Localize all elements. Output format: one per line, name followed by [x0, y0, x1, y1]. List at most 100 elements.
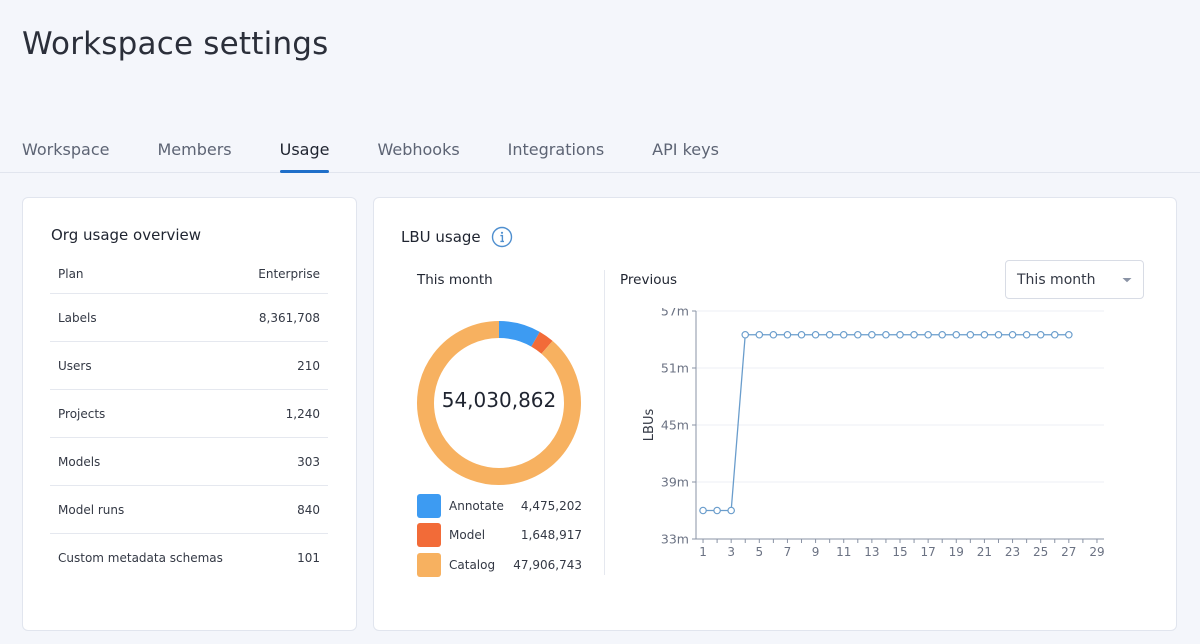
row-label: Projects	[58, 406, 106, 421]
lbu-usage-title: LBU usage	[401, 228, 481, 246]
org-usage-table: Plan Enterprise Labels 8,361,708 Users 2…	[50, 254, 328, 582]
period-select[interactable]: This month	[1005, 260, 1144, 299]
series-line	[703, 334, 1069, 512]
row-label: Plan	[58, 266, 84, 281]
table-row: Projects 1,240	[50, 390, 328, 438]
x-tick-label: 25	[1033, 545, 1048, 559]
row-value: 840	[297, 502, 320, 517]
data-point	[924, 330, 932, 339]
tab-members[interactable]: Members	[157, 140, 232, 159]
x-tick-label: 9	[812, 545, 820, 559]
table-row: Users 210	[50, 342, 328, 390]
data-point	[952, 330, 961, 339]
legend-item: Annotate 4,475,202	[417, 491, 582, 521]
table-row: Model runs 840	[50, 486, 328, 534]
legend-value: 1,648,917	[520, 528, 582, 543]
row-value: Enterprise	[258, 266, 320, 281]
tab-usage[interactable]: Usage	[279, 138, 329, 173]
data-point	[910, 330, 918, 339]
row-label: Labels	[58, 310, 97, 325]
data-point	[896, 330, 904, 339]
tab-bar: Workspace Members Usage Webhooks Integra…	[22, 138, 767, 173]
tab-webhooks[interactable]: Webhooks	[377, 140, 460, 159]
tab-api-keys[interactable]: API keys	[652, 140, 719, 159]
data-point	[755, 330, 764, 339]
data-point	[980, 330, 989, 339]
y-tick-label: 45m	[661, 418, 689, 433]
info-icon[interactable]	[491, 226, 513, 248]
legend-item: Catalog 47,906,743	[417, 550, 582, 580]
x-tick-label: 21	[977, 545, 992, 559]
lbu-donut-chart	[417, 321, 581, 485]
x-tick-label: 5	[755, 545, 763, 559]
data-point	[882, 330, 890, 339]
data-point	[966, 330, 975, 339]
donut-slice-catalog	[417, 321, 581, 485]
data-point	[1008, 330, 1017, 339]
data-point	[727, 506, 735, 515]
org-usage-card: Org usage overview Plan Enterprise Label…	[22, 197, 357, 631]
section-divider	[604, 270, 605, 575]
data-point	[853, 330, 862, 339]
period-select-value: This month	[1017, 271, 1096, 288]
donut-legend: Annotate 4,475,202 Model 1,648,917 Catal…	[417, 491, 582, 580]
page-header: Workspace settings Workspace Members Usa…	[0, 0, 1200, 173]
data-point	[1036, 330, 1045, 339]
x-tick-label: 29	[1089, 545, 1104, 559]
data-point	[938, 330, 947, 339]
x-tick-label: 11	[836, 545, 851, 559]
y-tick-label: 33m	[661, 532, 689, 547]
donut-slice-model	[531, 331, 553, 354]
legend-swatch-annotate	[417, 493, 441, 518]
data-point	[868, 330, 876, 339]
legend-value: 4,475,202	[520, 498, 582, 513]
x-tick-label: 3	[727, 545, 735, 559]
data-point	[1022, 330, 1031, 339]
row-value: 1,240	[285, 406, 320, 421]
lbu-usage-heading: LBU usage	[401, 226, 513, 248]
table-row: Custom metadata schemas 101	[50, 534, 328, 582]
data-point	[1065, 330, 1073, 339]
legend-name: Model	[449, 528, 486, 543]
y-axis-title: LBUs	[642, 409, 657, 442]
data-point	[769, 330, 778, 339]
data-point	[994, 330, 1003, 339]
org-usage-title: Org usage overview	[51, 226, 202, 244]
page-title: Workspace settings	[22, 26, 329, 62]
table-row: Labels 8,361,708	[50, 294, 328, 342]
tab-integrations[interactable]: Integrations	[507, 140, 605, 159]
donut-total-value: 54,030,862	[441, 388, 557, 412]
donut-slice-annotate	[498, 321, 540, 347]
x-tick-label: 7	[784, 545, 792, 559]
x-tick-label: 23	[1005, 545, 1020, 559]
legend-swatch-model	[417, 523, 441, 548]
x-tick-label: 15	[892, 545, 907, 559]
x-tick-label: 19	[949, 545, 964, 559]
row-label: Custom metadata schemas	[58, 551, 223, 565]
legend-item: Model 1,648,917	[417, 521, 582, 551]
row-value: 210	[297, 358, 320, 373]
this-month-label: This month	[417, 272, 493, 288]
legend-name: Annotate	[449, 498, 504, 513]
row-label: Model runs	[58, 502, 125, 517]
data-point	[741, 330, 750, 339]
tab-workspace[interactable]: Workspace	[22, 140, 110, 159]
lbu-usage-card: LBU usage This month Previous 54,030,862…	[373, 197, 1177, 631]
data-point	[783, 330, 792, 339]
data-point	[839, 330, 848, 339]
legend-swatch-catalog	[417, 552, 441, 577]
legend-name: Catalog	[449, 557, 496, 572]
data-point	[1050, 330, 1059, 339]
row-value: 303	[297, 454, 320, 469]
table-row: Models 303	[50, 438, 328, 486]
row-label: Models	[58, 454, 101, 469]
data-point	[797, 330, 806, 339]
data-point	[825, 330, 834, 339]
data-point	[713, 506, 721, 515]
x-tick-label: 27	[1061, 545, 1076, 559]
y-tick-label: 39m	[661, 475, 689, 490]
x-tick-label: 13	[864, 545, 879, 559]
y-tick-label: 57m	[661, 308, 689, 319]
table-row: Plan Enterprise	[50, 254, 328, 294]
